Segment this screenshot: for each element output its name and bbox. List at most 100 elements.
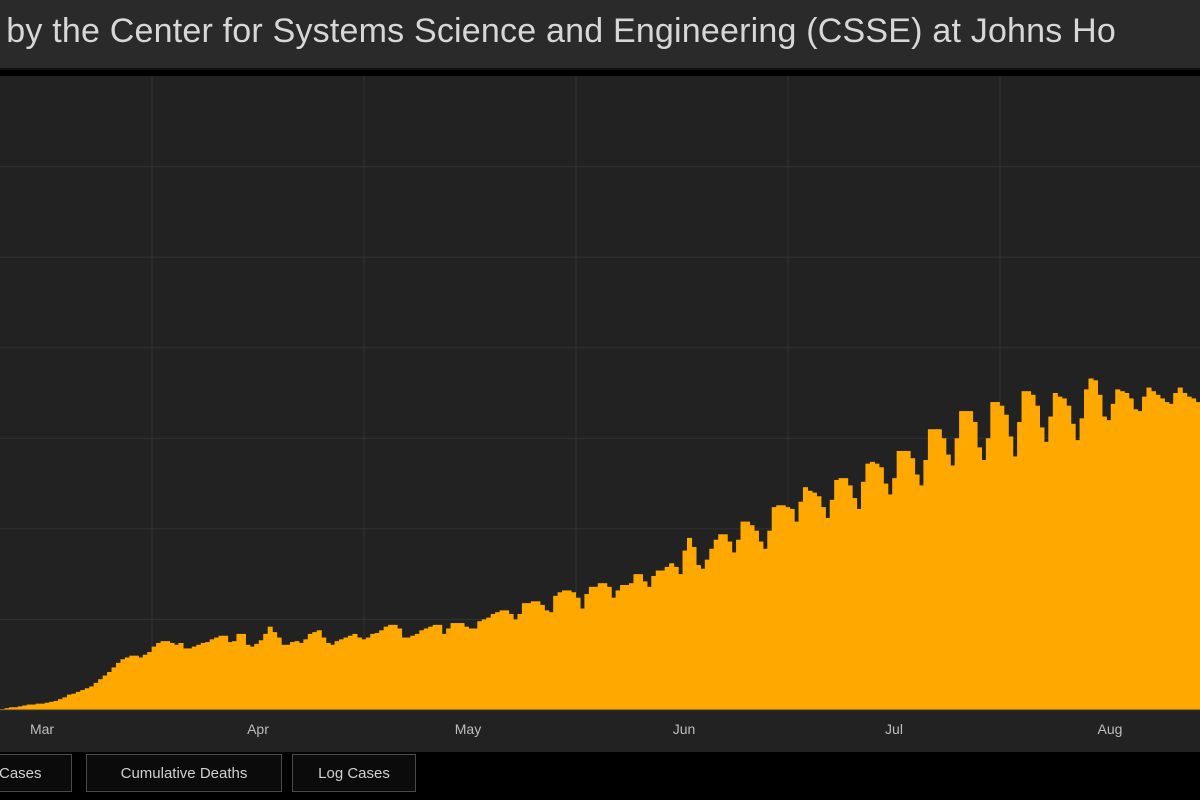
bar	[111, 667, 117, 710]
tab-cumulative-deaths[interactable]: Cumulative Deaths	[86, 754, 282, 792]
bar	[142, 654, 148, 710]
bar	[374, 633, 380, 710]
bar	[459, 623, 465, 710]
bar	[678, 574, 684, 710]
bar	[1034, 405, 1040, 710]
bar	[954, 438, 960, 710]
x-tick-label: Apr	[247, 721, 269, 737]
bar	[1012, 456, 1018, 710]
bar	[1133, 409, 1139, 710]
bar	[874, 463, 880, 710]
bar	[860, 481, 867, 710]
bar	[401, 637, 407, 710]
bar	[1043, 441, 1049, 710]
bar	[365, 637, 371, 710]
bar	[1191, 398, 1197, 710]
bar	[147, 652, 153, 710]
bar	[994, 402, 1000, 710]
bar	[441, 633, 447, 710]
bar	[820, 507, 826, 710]
bar	[539, 604, 545, 710]
tab-log-cases[interactable]: Log Cases	[292, 754, 416, 792]
bar	[397, 628, 403, 710]
bar	[4, 708, 10, 710]
bar	[75, 691, 81, 710]
bar	[811, 492, 817, 710]
bar	[664, 566, 670, 710]
bar	[200, 642, 206, 710]
bar	[383, 626, 389, 710]
bar	[1115, 389, 1121, 710]
bar	[419, 630, 425, 710]
bar	[825, 517, 831, 710]
bar	[31, 704, 37, 710]
bar	[642, 581, 648, 710]
bar	[1021, 391, 1027, 710]
bar	[1084, 389, 1090, 710]
bar	[13, 707, 19, 710]
bar	[990, 402, 996, 710]
bar	[571, 592, 577, 710]
bar	[905, 450, 911, 710]
bar	[1150, 391, 1156, 710]
bar	[883, 483, 889, 710]
bar	[178, 642, 184, 710]
bar	[410, 635, 416, 710]
bar	[388, 624, 394, 710]
bar	[249, 646, 255, 710]
bar	[611, 597, 617, 710]
bar	[936, 429, 942, 710]
bar	[1142, 396, 1148, 710]
tab-cases[interactable]: Cases	[0, 754, 72, 792]
x-tick-label: Jul	[885, 721, 903, 737]
bar	[847, 485, 853, 710]
bar	[1159, 398, 1165, 710]
bar	[26, 704, 32, 710]
bar	[120, 659, 126, 710]
bar	[66, 694, 72, 710]
bar	[1173, 393, 1179, 710]
bar	[254, 643, 260, 710]
bar	[918, 485, 925, 710]
x-tick-label: Jun	[673, 721, 696, 737]
bar	[49, 701, 55, 710]
bar	[736, 539, 742, 710]
bar	[209, 639, 215, 710]
bar	[214, 637, 220, 710]
bar	[704, 559, 710, 710]
dashboard-title: rd by the Center for Systems Science and…	[0, 12, 1116, 50]
bar	[637, 574, 643, 710]
bar	[776, 505, 782, 710]
bar	[606, 586, 612, 710]
bar	[602, 583, 608, 710]
bar	[414, 633, 420, 710]
bar	[963, 411, 969, 710]
bar	[887, 494, 893, 710]
bar	[976, 447, 983, 710]
bar	[98, 679, 104, 710]
bar	[959, 411, 965, 710]
bar	[1057, 396, 1063, 710]
bar	[472, 628, 478, 710]
bar	[35, 703, 41, 710]
bar	[1124, 393, 1130, 710]
bar	[223, 635, 229, 710]
bar	[624, 585, 630, 710]
bar	[62, 697, 68, 710]
bar	[446, 628, 452, 710]
bar	[629, 583, 635, 710]
bar	[57, 699, 64, 710]
bar	[651, 575, 657, 710]
bar	[673, 566, 679, 710]
bar	[1177, 387, 1183, 710]
bar	[281, 644, 287, 710]
bar	[1195, 402, 1200, 710]
bar	[691, 546, 697, 710]
bar	[124, 657, 130, 710]
bar	[758, 541, 764, 710]
bar	[405, 637, 412, 710]
bar	[530, 601, 536, 710]
bar	[1137, 411, 1143, 710]
bar	[834, 479, 840, 710]
bar	[838, 478, 844, 710]
